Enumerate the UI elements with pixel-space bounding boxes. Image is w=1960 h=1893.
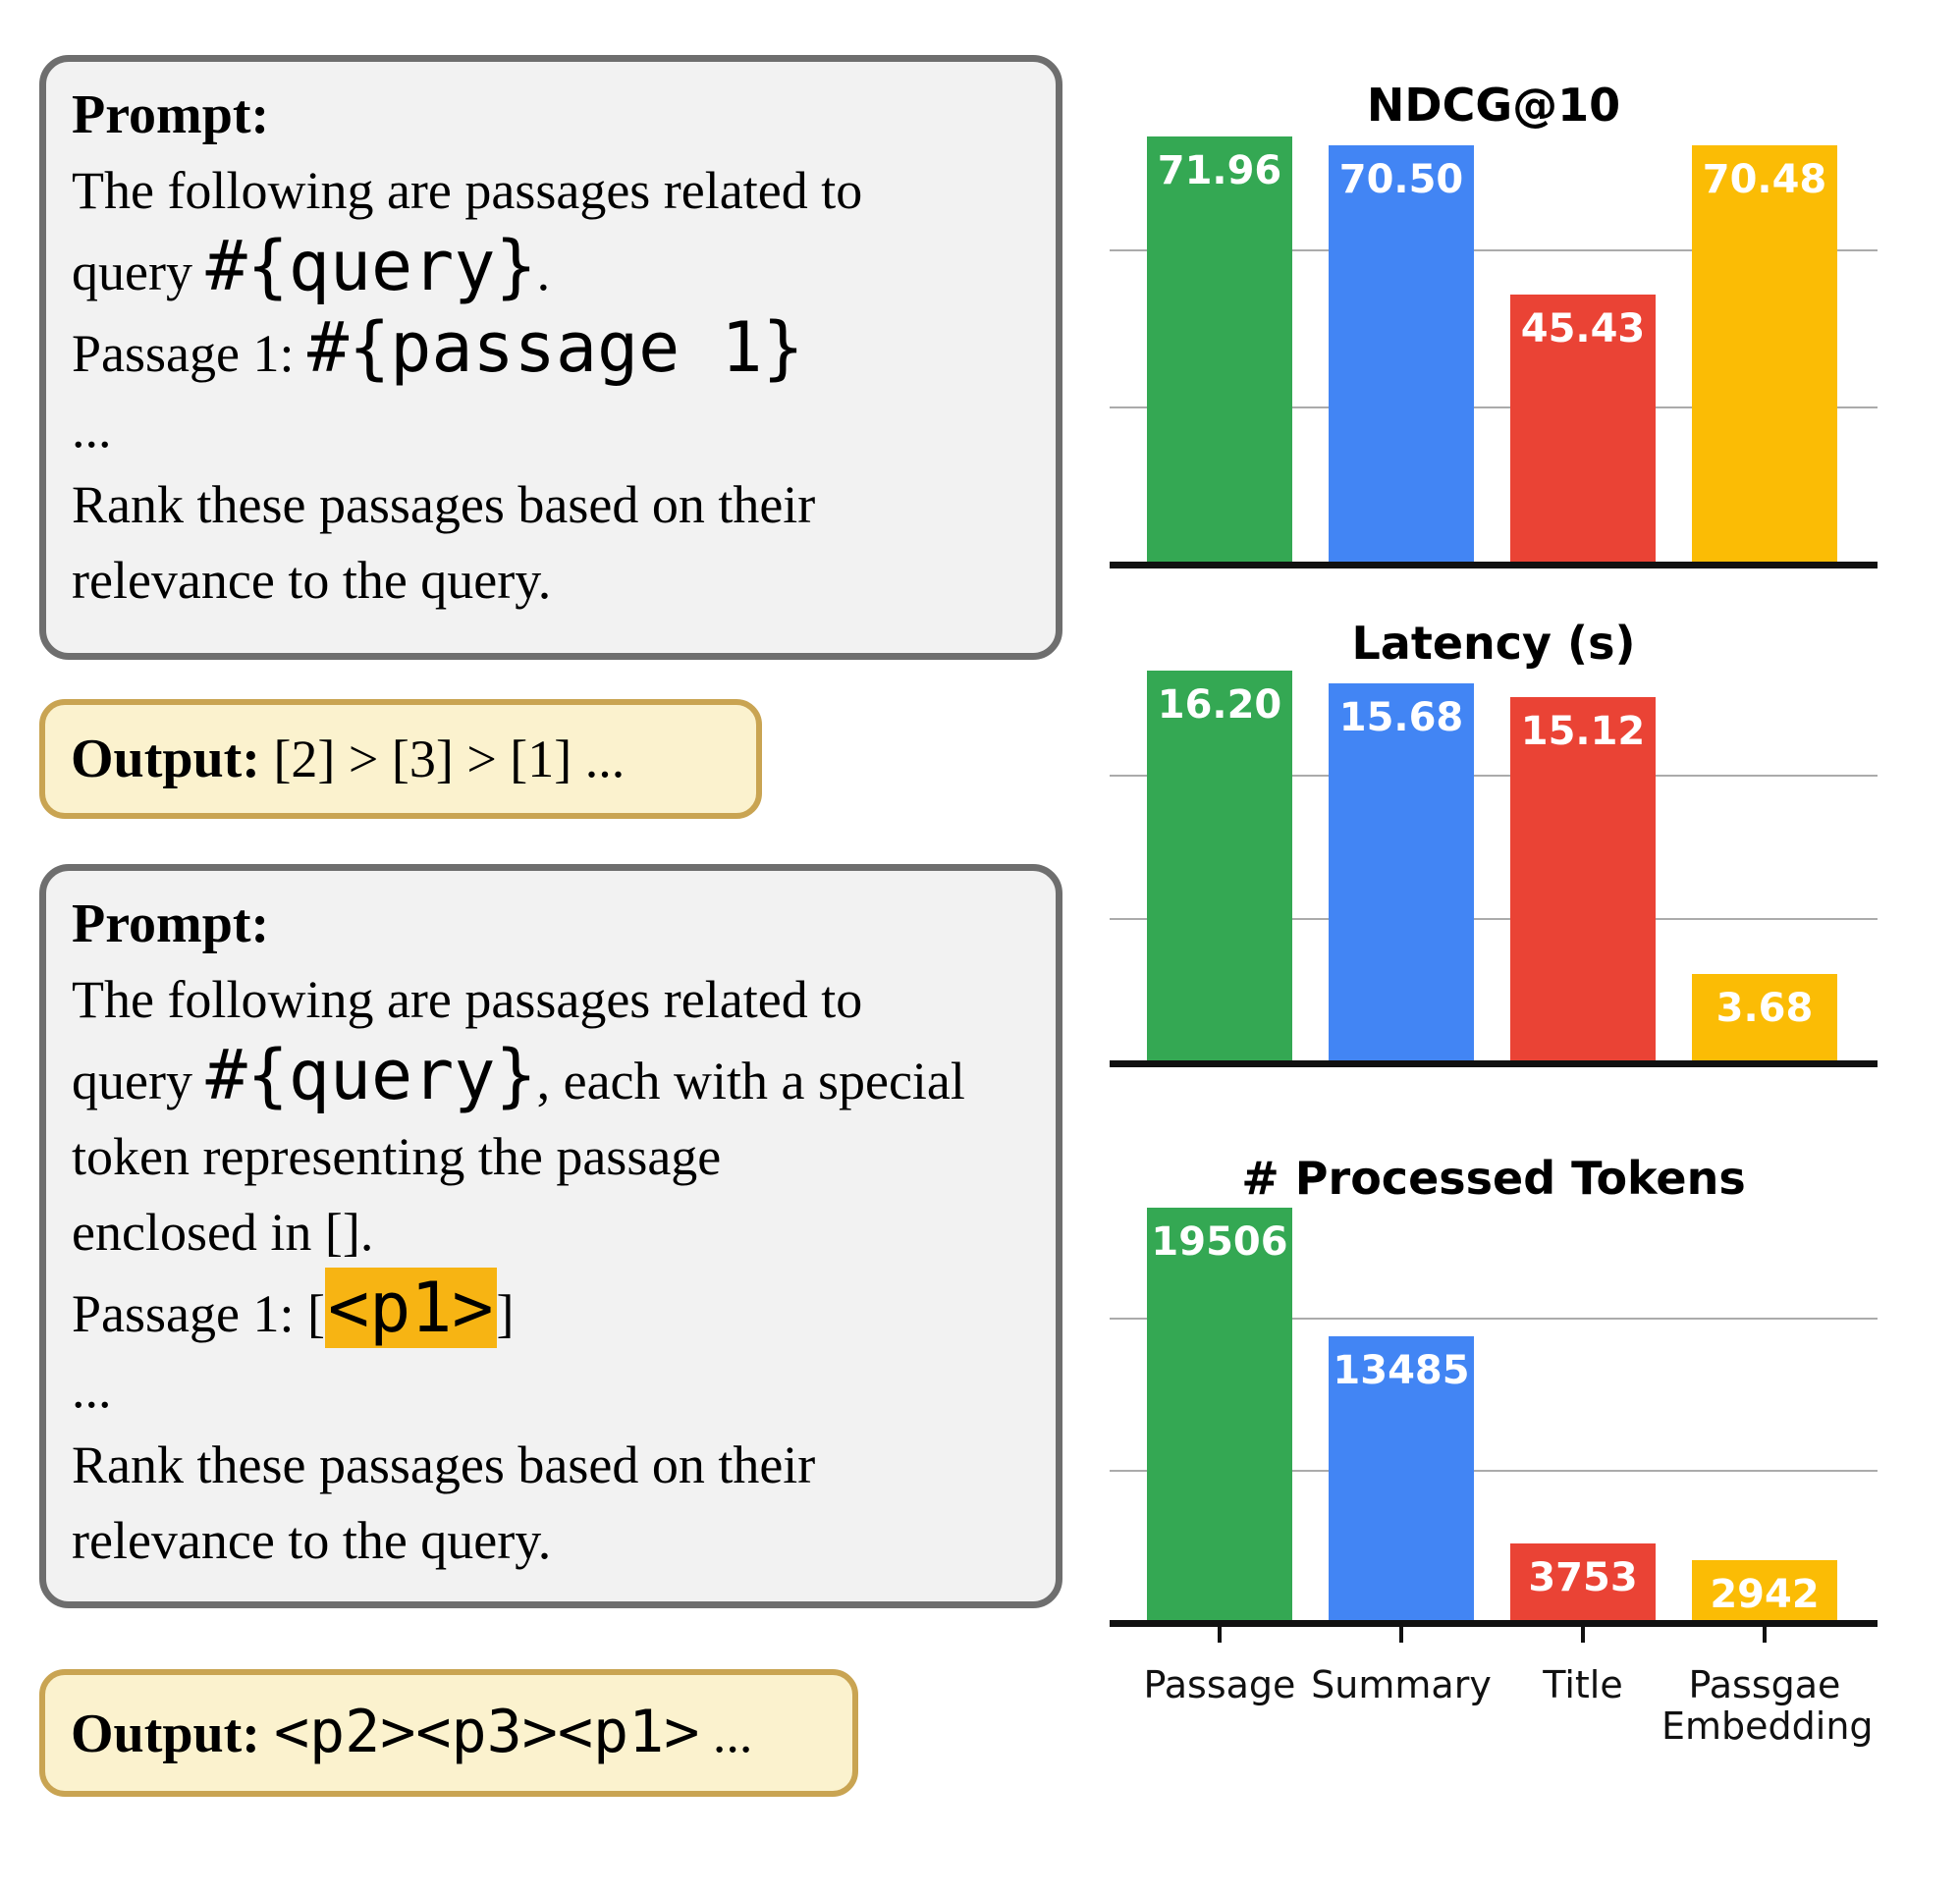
body-text: ... — [699, 1704, 753, 1763]
prompt-text-line: Prompt: — [72, 887, 1030, 962]
x-axis-line — [1110, 562, 1878, 568]
bar-ndcg-passage: 71.96 — [1147, 135, 1292, 565]
prompt-text-line: The following are passages related to — [72, 962, 1030, 1038]
bar-ndcg-title: 45.43 — [1510, 294, 1656, 565]
bar-value-label: 16.20 — [1157, 682, 1282, 728]
body-text: query — [72, 243, 206, 301]
prompt-text-line: Passage 1: #{passage 1} — [72, 310, 1030, 392]
output-box-1: Output: [2] > [3] > [1] ... — [39, 699, 762, 819]
prompt-text-line: token representing the passage — [72, 1119, 1030, 1195]
body-text: Rank these passages based on their — [72, 475, 816, 534]
x-tick — [1399, 1627, 1403, 1643]
bar-value-label: 3.68 — [1715, 986, 1814, 1032]
x-tick-label-title: Title — [1543, 1663, 1623, 1706]
bar-value-label: 2942 — [1710, 1572, 1820, 1618]
label-text: Output: — [71, 1703, 274, 1764]
bar-latency-summary: 15.68 — [1329, 682, 1474, 1063]
label-text: Prompt: — [72, 84, 270, 145]
chart-title-latency: Latency (s) — [1351, 617, 1636, 670]
bar-tokens-passgae-embedding: 2942 — [1692, 1560, 1837, 1623]
body-text: relevance to the query. — [72, 1511, 552, 1570]
bar-value-label: 70.48 — [1702, 156, 1827, 202]
body-text: ... — [72, 400, 112, 459]
body-text: The following are passages related to — [72, 161, 863, 220]
prompt-text-line: query #{query}, each with a special — [72, 1038, 1030, 1119]
body-text: Passage 1: [ — [72, 1284, 325, 1343]
prompt-text-line: query #{query}. — [72, 229, 1030, 310]
prompt-text-line: Prompt: — [72, 78, 1030, 153]
bar-value-label: 19506 — [1151, 1219, 1288, 1266]
x-tick-label-passgae-embedding: Passgae Embedding — [1661, 1663, 1874, 1748]
gridline — [1110, 1470, 1878, 1473]
chart-tokens: # Processed Tokens 19506 13485 3753 2942 Pass… — [1110, 1153, 1878, 1747]
body-text: The following are passages related to — [72, 970, 863, 1029]
x-axis-line — [1110, 1620, 1878, 1627]
bar-tokens-title: 3753 — [1510, 1542, 1656, 1623]
gridline — [1110, 1318, 1878, 1320]
code-token: #{query} — [205, 226, 537, 306]
label-text: Prompt: — [72, 893, 270, 954]
chart-title-tokens: # Processed Tokens — [1241, 1152, 1746, 1205]
gridline — [1110, 406, 1878, 408]
code-token: #{query} — [205, 1035, 537, 1115]
body-text: , each with a special — [536, 1052, 965, 1110]
body-text: Passage 1: — [72, 324, 307, 383]
prompt-text-line: The following are passages related to — [72, 153, 1030, 229]
body-text: [2] > [3] > [1] ... — [259, 729, 626, 788]
body-text: relevance to the query. — [72, 551, 552, 610]
bar-latency-passgae-embedding: 3.68 — [1692, 974, 1837, 1063]
prompt-box-1: Prompt: The following are passages relate… — [39, 55, 1062, 660]
bar-value-label: 70.50 — [1338, 156, 1464, 202]
body-text: enclosed in []. — [72, 1203, 374, 1262]
label-text: Output: — [71, 728, 260, 789]
bar-tokens-passage: 19506 — [1147, 1208, 1292, 1623]
output-box-2: Output: <p2><p3><p1> ... — [39, 1669, 858, 1797]
bar-value-label: 13485 — [1333, 1347, 1470, 1393]
prompt-text-line: ... — [72, 392, 1030, 467]
bar-value-label: 15.68 — [1338, 694, 1464, 740]
gridline — [1110, 774, 1878, 777]
prompt-text-line: relevance to the query. — [72, 1503, 1030, 1579]
body-text: query — [72, 1052, 206, 1110]
chart-title-ndcg: NDCG@10 — [1366, 79, 1621, 132]
bar-ndcg-summary: 70.50 — [1329, 144, 1474, 565]
chart-latency: Latency (s) 16.20 15.68 15.12 3.68 — [1110, 618, 1878, 1067]
bar-value-label: 45.43 — [1520, 305, 1646, 352]
body-text: . — [536, 243, 551, 301]
x-tick — [1763, 1627, 1767, 1643]
bar-latency-title: 15.12 — [1510, 696, 1656, 1063]
x-tick-label-passage: Passage — [1143, 1663, 1296, 1706]
x-axis-line — [1110, 1060, 1878, 1067]
prompt-box-2: Prompt: The following are passages relate… — [39, 864, 1062, 1608]
x-tick — [1581, 1627, 1585, 1643]
prompt-text-line: ... — [72, 1352, 1030, 1428]
prompt-text-line: Rank these passages based on their — [72, 467, 1030, 543]
bar-value-label: 15.12 — [1520, 708, 1646, 754]
body-text: token representing the passage — [72, 1127, 722, 1186]
passage-token-sequence: <p2><p3><p1> — [273, 1697, 700, 1766]
bar-ndcg-passgae-embedding: 70.48 — [1692, 144, 1837, 565]
chart-ndcg: NDCG@10 71.96 70.50 45.43 70.48 — [1110, 80, 1878, 568]
prompt-text-line: Rank these passages based on their — [72, 1428, 1030, 1503]
gridline — [1110, 918, 1878, 921]
body-text: ... — [72, 1360, 112, 1419]
code-token: #{passage 1} — [306, 307, 804, 388]
bar-tokens-summary: 13485 — [1329, 1335, 1474, 1623]
prompt-text-line: relevance to the query. — [72, 543, 1030, 619]
output-text-line: Output: <p2><p3><p1> ... — [71, 1695, 752, 1772]
output-text-line: Output: [2] > [3] > [1] ... — [71, 722, 625, 797]
bar-value-label: 3753 — [1528, 1554, 1638, 1600]
x-tick-label-summary: Summary — [1311, 1663, 1492, 1706]
x-tick — [1218, 1627, 1222, 1643]
body-text: Rank these passages based on their — [72, 1435, 816, 1494]
prompt-text-line: enclosed in []. — [72, 1195, 1030, 1271]
highlighted-passage-token: <p1> — [324, 1268, 497, 1348]
body-text: ] — [496, 1284, 515, 1343]
bar-value-label: 71.96 — [1157, 147, 1282, 193]
gridline — [1110, 249, 1878, 252]
bar-latency-passage: 16.20 — [1147, 671, 1292, 1063]
prompt-text-line: Passage 1: [<p1>] — [72, 1268, 1030, 1352]
